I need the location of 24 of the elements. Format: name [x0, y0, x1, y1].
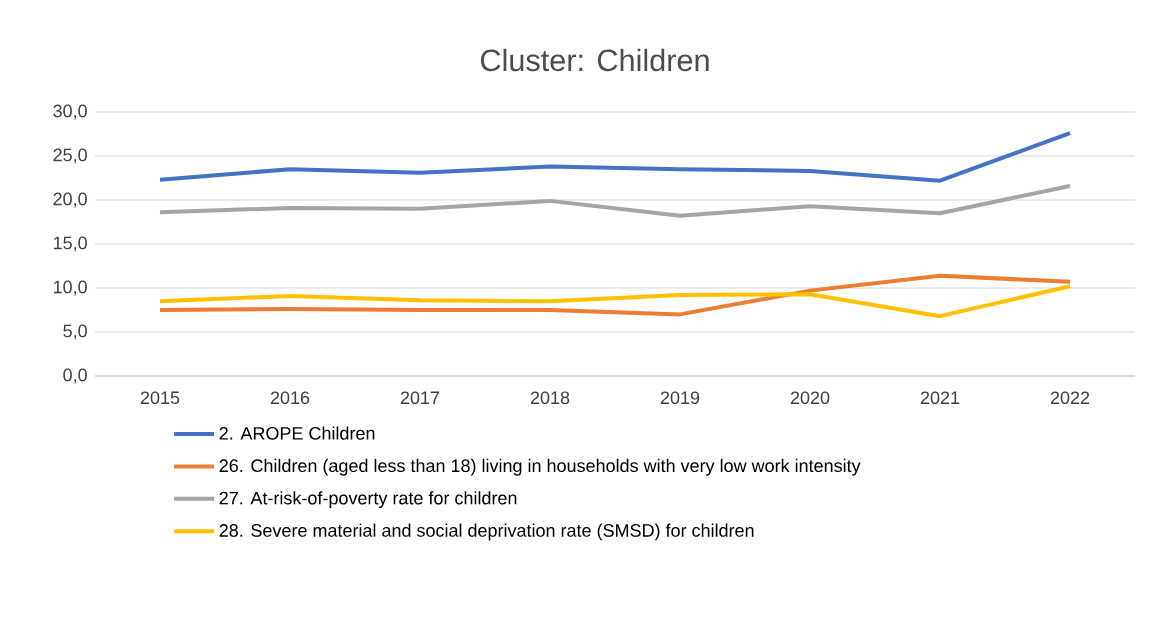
y-tick-label: 20,0	[53, 192, 87, 208]
line-series	[158, 273, 1073, 317]
y-tick-label: 10,0	[53, 280, 87, 296]
x-tick-label: 2016	[270, 391, 310, 405]
x-tick-label: 2022	[1050, 391, 1090, 405]
y-tick-label: 15,0	[53, 236, 87, 252]
y-tick-label: 30,0	[53, 104, 87, 120]
legend-label: 2. AROPE Children	[219, 426, 375, 440]
line-series	[158, 183, 1073, 218]
x-tick-label: 2015	[140, 391, 180, 405]
legend-label: 28. Severe material and social deprivation rate (SMSD) for children	[219, 523, 754, 541]
line-series	[158, 284, 1073, 319]
chart-title: Cluster: Children	[480, 48, 709, 72]
legend-label: 26. Children (aged less than 18) living in households with very low work intensity	[219, 458, 861, 476]
x-tick-label: 2017	[400, 391, 440, 405]
y-tick-label: 0,0	[63, 368, 87, 384]
x-tick-label: 2020	[790, 391, 830, 405]
line-series	[158, 131, 1073, 183]
x-tick-label: 2018	[530, 391, 570, 405]
y-tick-label: 5,0	[63, 324, 87, 340]
x-tick-label: 2019	[660, 391, 700, 405]
legend-label: 27. At-risk-of-poverty rate for children	[219, 491, 517, 509]
x-tick-label: 2021	[920, 391, 960, 405]
y-tick-label: 25,0	[53, 148, 87, 164]
